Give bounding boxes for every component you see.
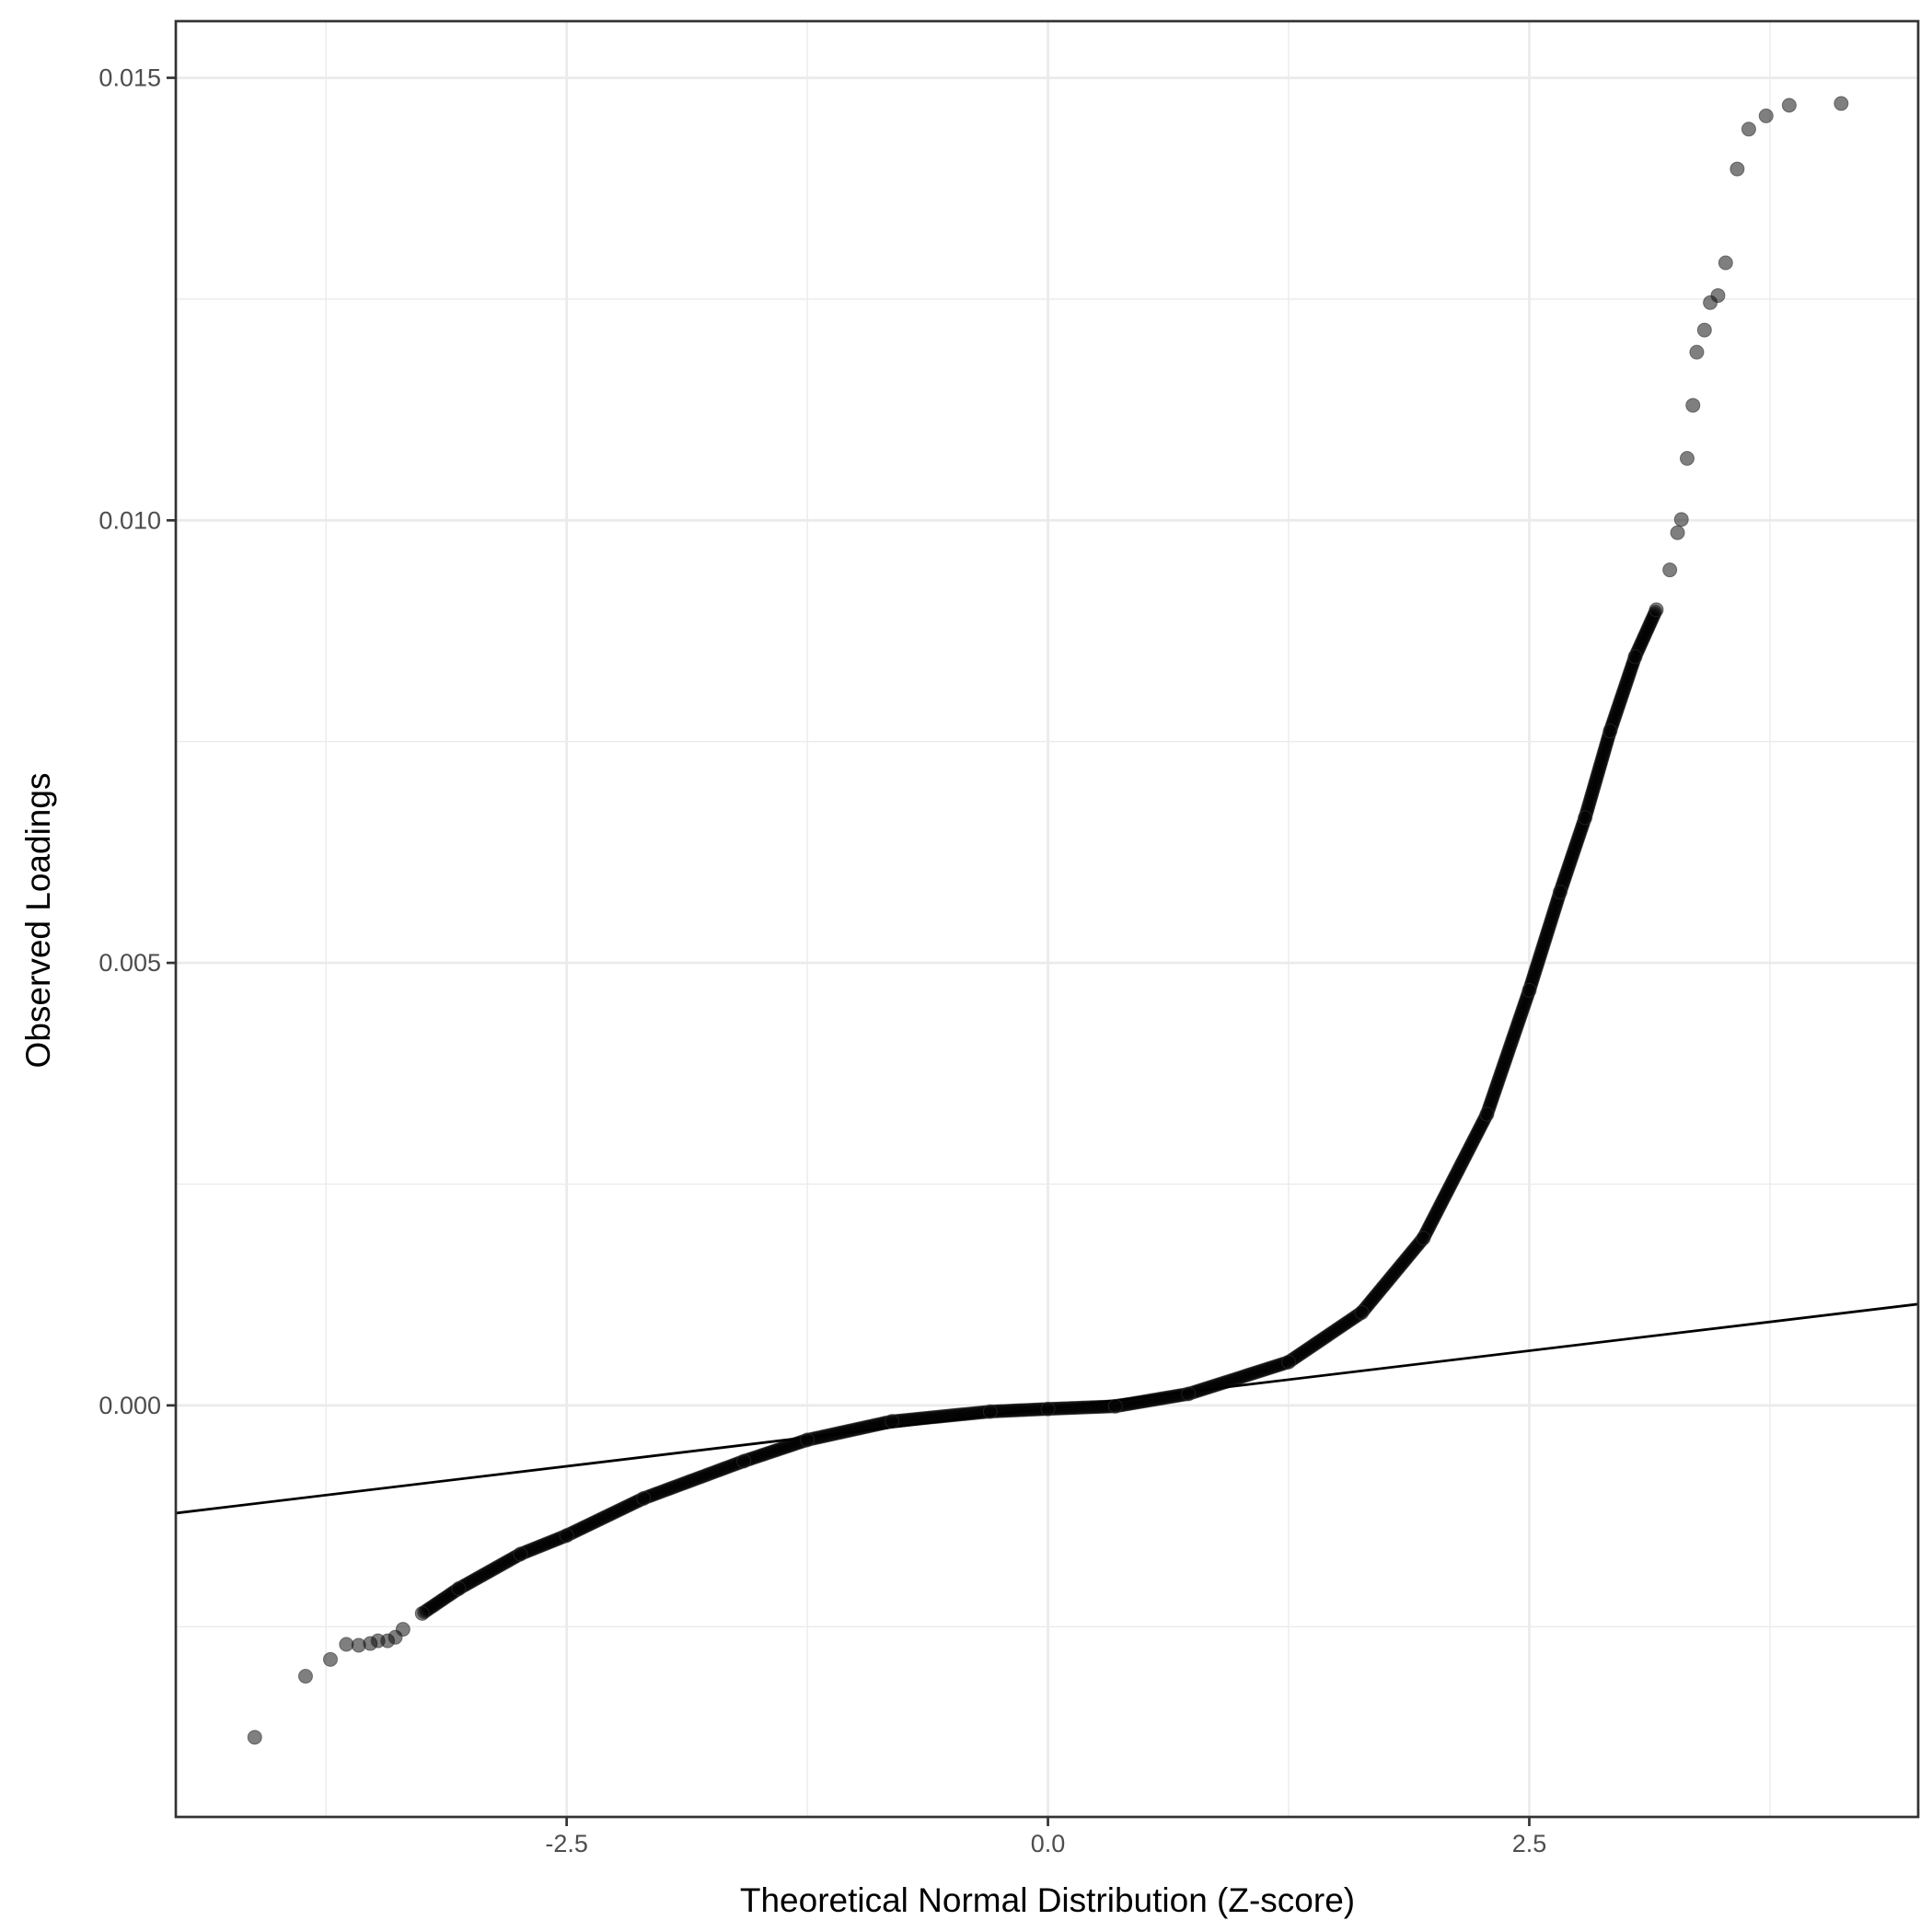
y-axis-title: Observed Loadings bbox=[19, 773, 57, 1069]
axis-ticks: -2.5 0.0 2.5 0.000 0.005 0.010 0.015 bbox=[98, 64, 1546, 1857]
data-point bbox=[513, 1546, 528, 1562]
data-point bbox=[395, 1622, 411, 1637]
data-point bbox=[800, 1432, 816, 1448]
x-axis-title: Theoretical Normal Distribution (Z-score… bbox=[740, 1881, 1355, 1919]
gridlines bbox=[176, 21, 1918, 1817]
data-point bbox=[1710, 288, 1726, 304]
y-tick-label: 0.000 bbox=[98, 1392, 161, 1419]
data-point bbox=[1679, 451, 1695, 467]
data-point bbox=[885, 1414, 900, 1429]
data-point bbox=[1479, 1106, 1495, 1122]
data-point bbox=[1649, 602, 1664, 618]
data-point bbox=[1662, 562, 1678, 578]
data-point bbox=[1627, 649, 1643, 665]
data-point bbox=[1685, 398, 1701, 413]
data-point bbox=[1670, 525, 1685, 540]
data-point bbox=[1416, 1231, 1431, 1246]
data-point bbox=[339, 1637, 354, 1652]
data-point bbox=[1834, 96, 1849, 111]
data-point bbox=[1696, 322, 1712, 338]
data-point bbox=[1354, 1304, 1370, 1320]
data-point bbox=[1578, 810, 1593, 826]
data-point bbox=[1718, 255, 1733, 271]
data-point bbox=[451, 1580, 467, 1596]
data-point bbox=[322, 1651, 338, 1667]
data-point bbox=[1781, 98, 1797, 113]
data-point bbox=[1107, 1398, 1123, 1414]
data-point bbox=[1673, 512, 1689, 527]
data-point bbox=[982, 1404, 998, 1419]
data-point bbox=[1602, 723, 1618, 739]
y-tick-label: 0.010 bbox=[98, 506, 161, 534]
points-group bbox=[247, 96, 1849, 1745]
data-point bbox=[736, 1453, 752, 1469]
data-point bbox=[559, 1528, 574, 1544]
data-point bbox=[1689, 344, 1705, 360]
y-tick-label: 0.005 bbox=[98, 949, 161, 977]
data-point bbox=[414, 1605, 430, 1621]
y-tick-label: 0.015 bbox=[98, 64, 161, 92]
x-tick-label: 0.0 bbox=[1031, 1830, 1066, 1857]
x-tick-label: -2.5 bbox=[545, 1830, 588, 1857]
data-point bbox=[636, 1490, 652, 1506]
data-point bbox=[247, 1730, 262, 1745]
data-point bbox=[1730, 161, 1745, 177]
x-tick-label: 2.5 bbox=[1512, 1830, 1547, 1857]
data-point bbox=[1281, 1354, 1297, 1370]
data-point bbox=[1741, 121, 1756, 137]
data-point bbox=[1040, 1401, 1056, 1417]
data-point bbox=[1552, 885, 1568, 900]
data-point bbox=[1521, 982, 1537, 998]
data-point bbox=[1758, 108, 1774, 123]
data-point bbox=[1181, 1386, 1197, 1402]
data-point bbox=[297, 1669, 313, 1684]
